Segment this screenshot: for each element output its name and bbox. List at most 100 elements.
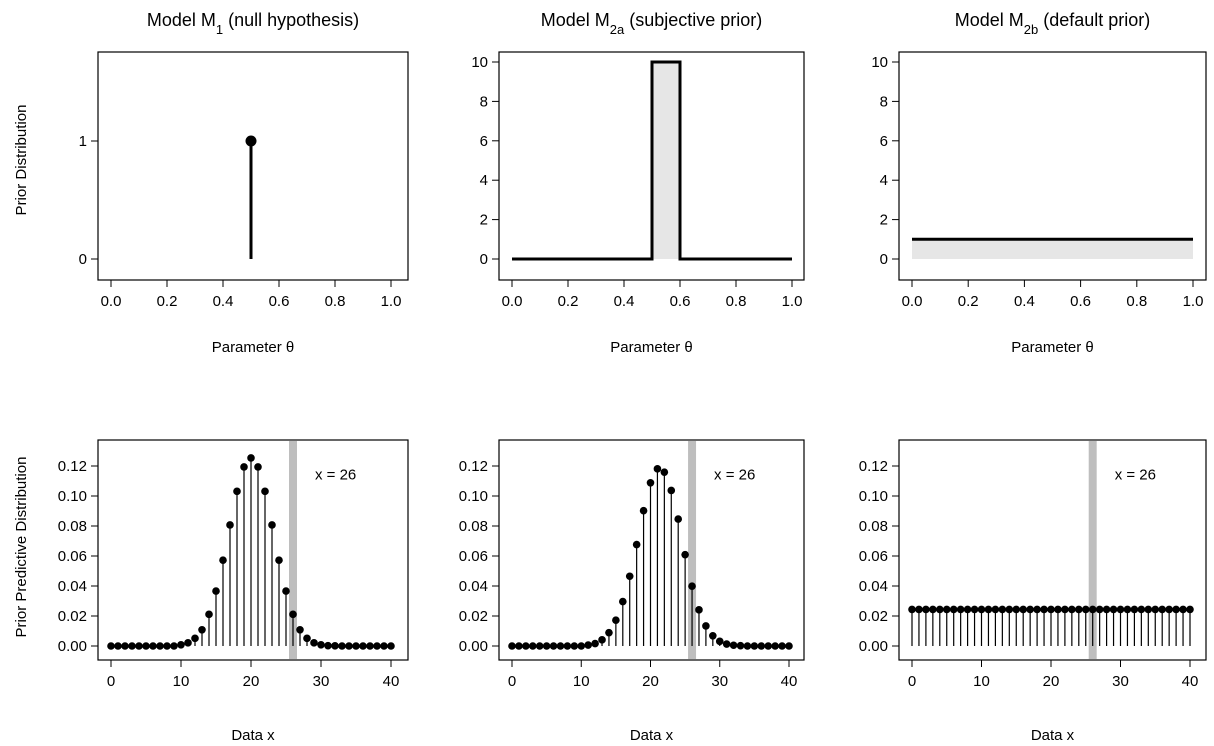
stem-point bbox=[929, 605, 937, 614]
stem-point bbox=[688, 582, 696, 590]
point-mass-dot bbox=[245, 135, 257, 147]
stem-point bbox=[667, 486, 676, 495]
stem-point bbox=[1012, 605, 1021, 614]
title-subscript: 2b bbox=[1024, 22, 1038, 37]
stem-point bbox=[1075, 605, 1083, 614]
stem-point bbox=[331, 642, 339, 650]
stem-point bbox=[373, 642, 381, 650]
x-tick-label: 40 bbox=[383, 673, 400, 690]
title-subscript: 2a bbox=[610, 22, 625, 37]
y-tick-label: 0.04 bbox=[459, 578, 488, 595]
x-tick-label: 30 bbox=[313, 673, 330, 690]
stem-point bbox=[984, 605, 993, 614]
y-tick-label: 0.06 bbox=[58, 548, 87, 565]
stem-point bbox=[598, 636, 606, 644]
stem-point bbox=[310, 639, 318, 647]
stem-point bbox=[1019, 605, 1027, 614]
stem-point bbox=[991, 605, 1000, 614]
y-tick-label: 0.08 bbox=[859, 518, 888, 535]
stem-point bbox=[764, 642, 773, 650]
stem-point bbox=[1005, 605, 1014, 614]
stem-point bbox=[1026, 605, 1034, 614]
plot-frame bbox=[498, 439, 805, 661]
stem-point bbox=[750, 642, 759, 650]
stem-point bbox=[584, 641, 592, 649]
stem-point bbox=[632, 540, 641, 549]
stem-point bbox=[646, 479, 655, 487]
title-segment: (null hypothesis) bbox=[223, 10, 359, 30]
stem-point bbox=[1116, 605, 1125, 614]
stem-point bbox=[149, 642, 157, 650]
stem-point bbox=[275, 556, 283, 564]
stem-point bbox=[268, 521, 276, 529]
observed-x-bar bbox=[289, 441, 297, 659]
stem-point bbox=[254, 463, 262, 471]
stem-point bbox=[778, 642, 786, 650]
stem-point bbox=[674, 515, 682, 523]
observed-x-annotation: x = 26 bbox=[315, 467, 356, 484]
x-tick-label: 20 bbox=[243, 673, 260, 690]
stem-point bbox=[247, 454, 255, 462]
x-tick-label: 0.6 bbox=[269, 293, 290, 310]
stem-point bbox=[338, 642, 346, 650]
y-tick-label: 0.04 bbox=[859, 578, 888, 595]
title-segment: (subjective prior) bbox=[624, 10, 762, 30]
stem-point bbox=[107, 642, 115, 650]
stem-point bbox=[1186, 605, 1194, 614]
stem-point bbox=[528, 642, 537, 650]
y-tick-label: 0.00 bbox=[459, 638, 488, 655]
x-axis-label: Data x bbox=[1031, 727, 1075, 744]
stem-point bbox=[240, 463, 248, 471]
x-tick-label: 1.0 bbox=[381, 293, 402, 310]
stem-point bbox=[577, 642, 586, 650]
x-axis-label: Data x bbox=[630, 727, 674, 744]
stem-point bbox=[282, 587, 290, 595]
y-tick-label: 2 bbox=[480, 212, 488, 229]
stem-point bbox=[722, 640, 731, 648]
stem-point bbox=[1095, 605, 1104, 614]
y-tick-label: 8 bbox=[480, 93, 488, 110]
stem-point bbox=[522, 642, 530, 650]
x-tick-label: 0.0 bbox=[502, 293, 523, 310]
stem-point bbox=[1123, 605, 1132, 614]
row-ylabel-bottom: Prior Predictive Distribution bbox=[13, 457, 30, 638]
y-tick-label: 0.00 bbox=[58, 638, 87, 655]
stem-point bbox=[1151, 605, 1160, 614]
stem-point bbox=[695, 606, 703, 614]
x-tick-label: 0.0 bbox=[101, 293, 122, 310]
y-tick-label: 0.12 bbox=[859, 458, 888, 475]
y-tick-label: 0.10 bbox=[859, 488, 888, 505]
chart-title: Model M1 (null hypothesis) bbox=[147, 10, 359, 37]
stem-point bbox=[936, 605, 944, 614]
x-tick-label: 0 bbox=[107, 673, 115, 690]
y-tick-label: 0.08 bbox=[459, 518, 488, 535]
stem-point bbox=[757, 642, 766, 650]
stem-point bbox=[542, 642, 551, 650]
x-tick-label: 0.0 bbox=[902, 293, 923, 310]
y-tick-label: 0.02 bbox=[58, 608, 87, 625]
stem-point bbox=[702, 622, 710, 630]
stem-point bbox=[1047, 605, 1055, 614]
stem-point bbox=[317, 641, 325, 649]
x-axis-label: Parameter θ bbox=[1011, 339, 1094, 356]
stem-point bbox=[681, 550, 689, 559]
y-tick-label: 0.10 bbox=[58, 488, 87, 505]
stem-point bbox=[1033, 605, 1041, 614]
stem-point bbox=[1172, 605, 1180, 614]
stem-point bbox=[736, 641, 745, 650]
x-tick-label: 1.0 bbox=[782, 293, 803, 310]
y-tick-label: 6 bbox=[880, 133, 888, 150]
stem-point bbox=[556, 642, 565, 650]
stem-point bbox=[915, 605, 923, 614]
observed-x-annotation: x = 26 bbox=[1115, 467, 1156, 484]
stem-point bbox=[177, 641, 185, 649]
stem-point bbox=[142, 642, 150, 650]
stem-point bbox=[352, 642, 360, 650]
stem-point bbox=[1165, 605, 1173, 614]
stem-point bbox=[563, 642, 572, 650]
plot-frame bbox=[97, 439, 409, 661]
x-tick-label: 1.0 bbox=[1183, 293, 1204, 310]
stem-point bbox=[535, 642, 544, 650]
chart-panel-2: Model M2a (subjective prior) 0.0 0.2 0.4 0.6… bbox=[471, 10, 805, 356]
x-tick-label: 0.4 bbox=[614, 293, 635, 310]
